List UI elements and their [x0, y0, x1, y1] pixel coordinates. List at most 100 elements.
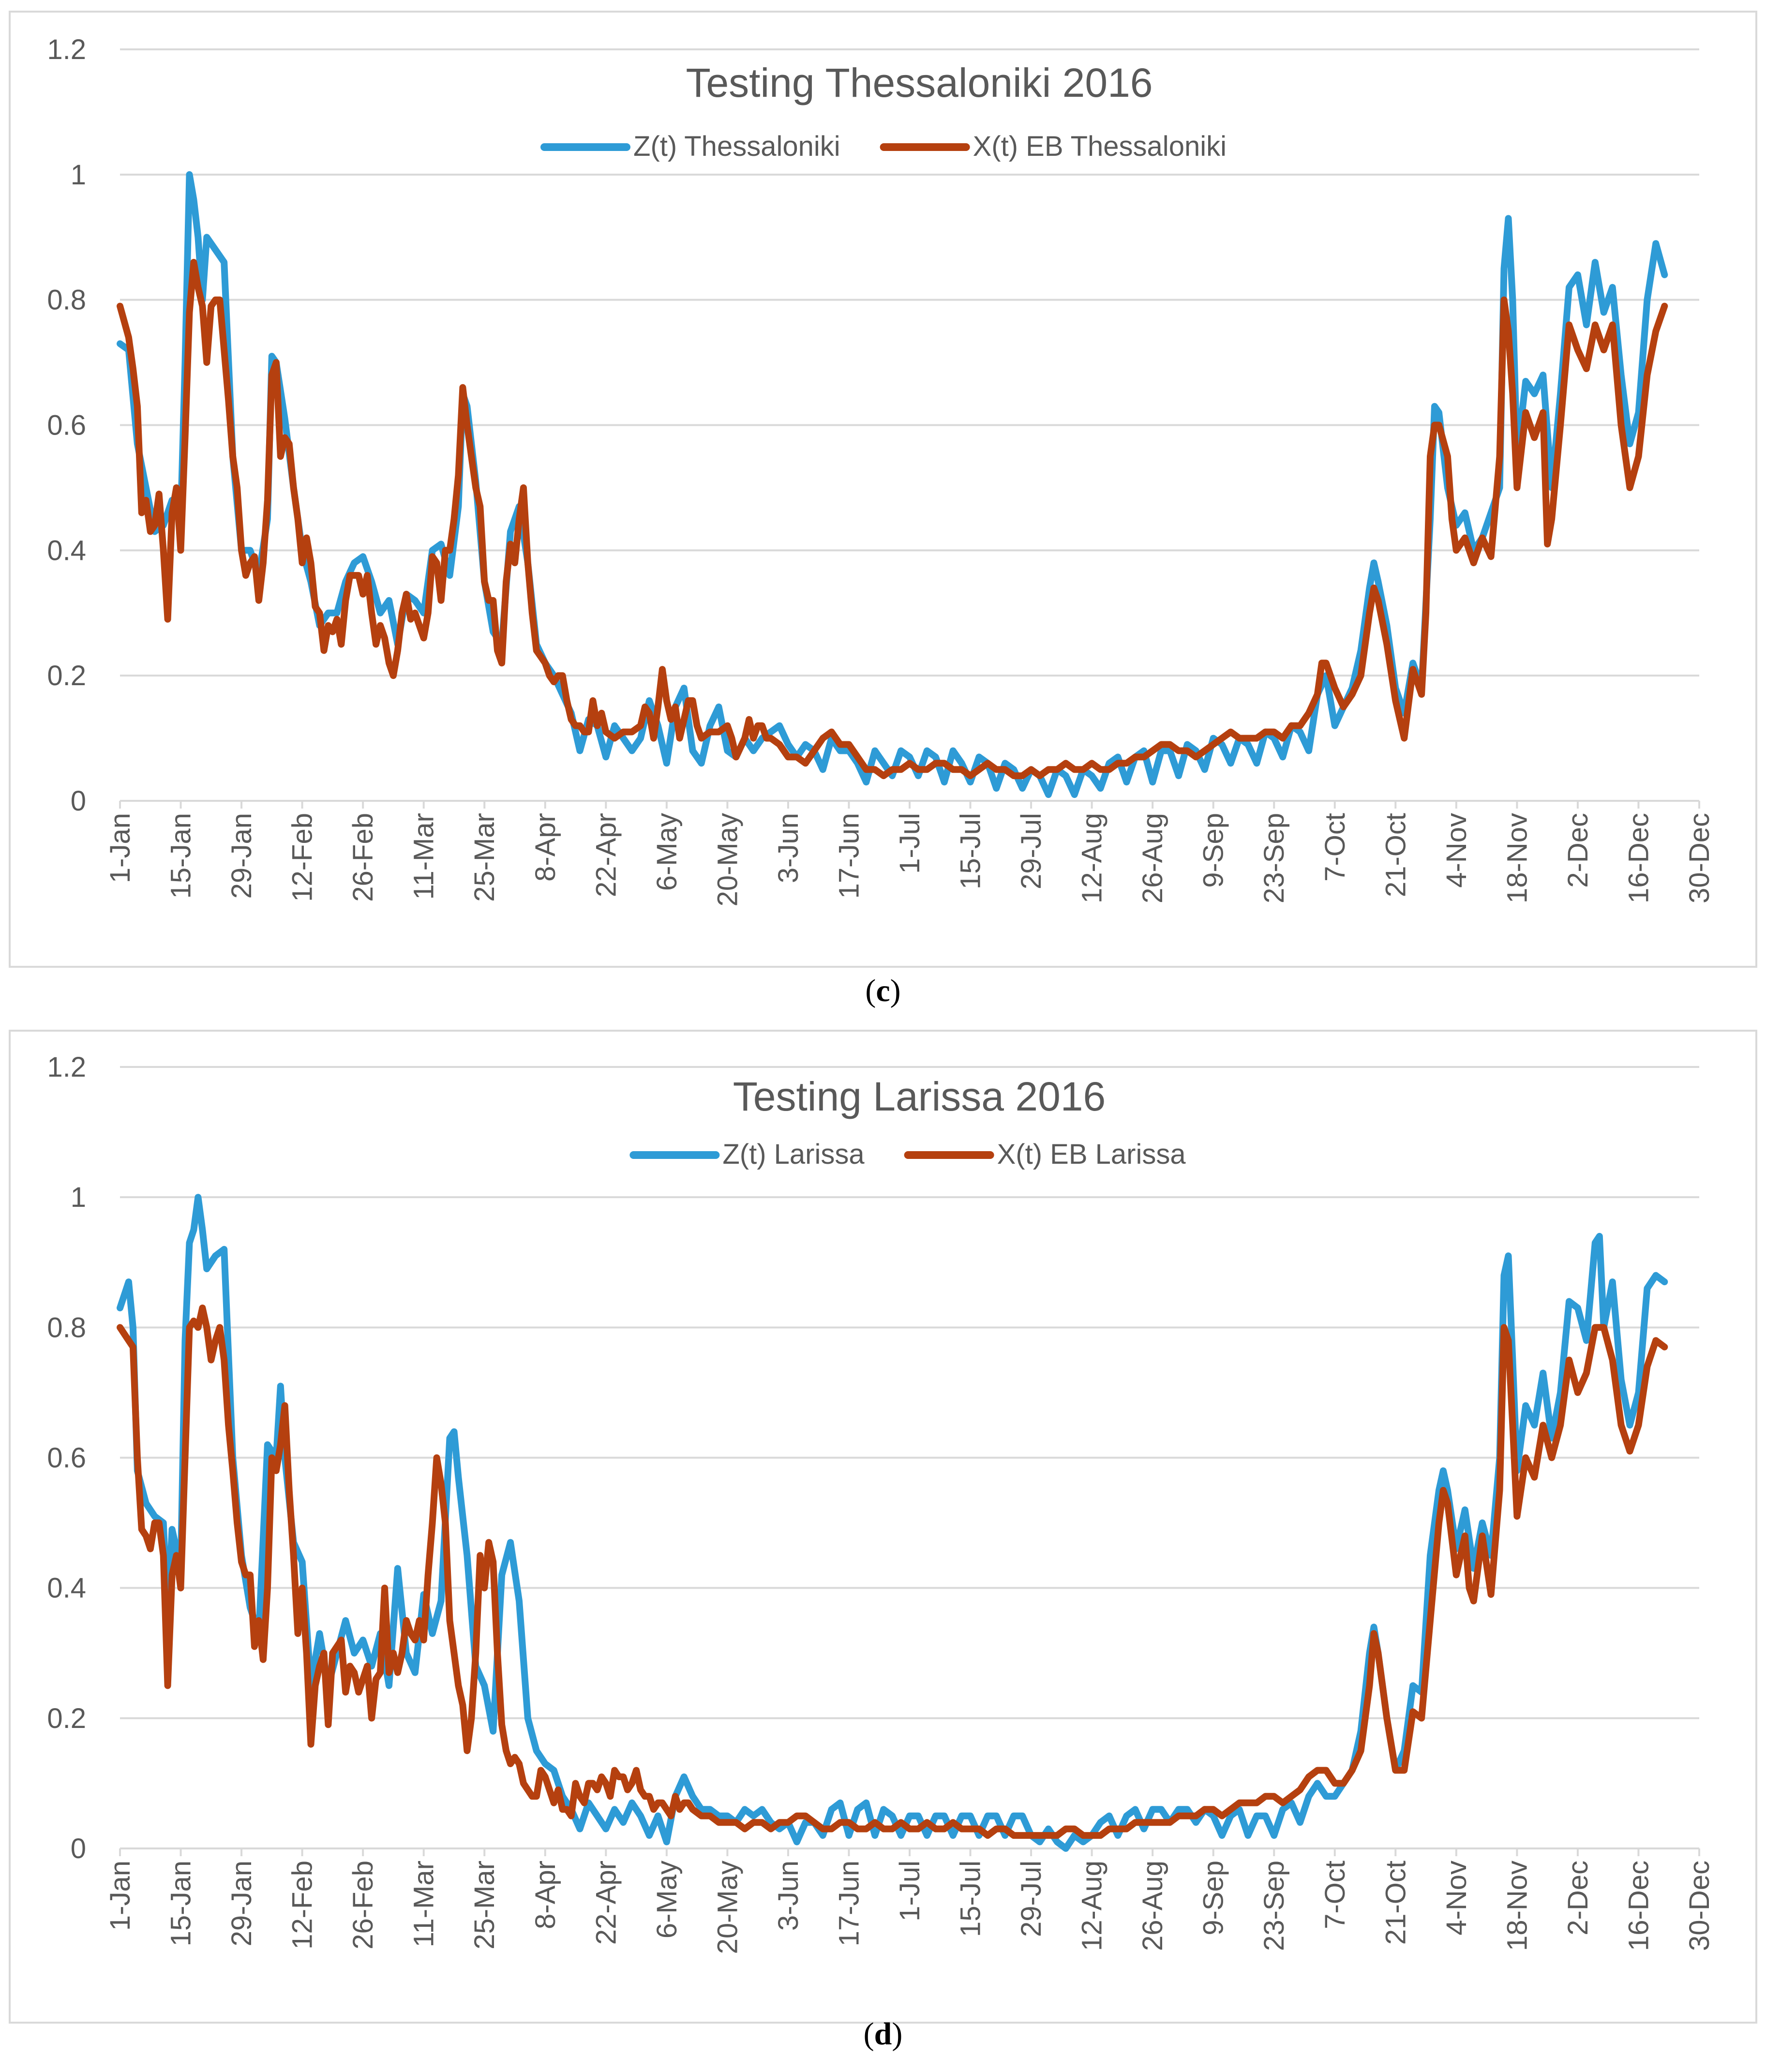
legend-item: Z(t) Larissa — [629, 1139, 865, 1170]
chart-panel-thessaloniki: 0 0.2 0.4 0.6 0.8 1 1.2 1-Jan 15-Jan 29-Jan 12-Feb… — [0, 0, 1766, 1021]
x-tick-label: 7-Oct — [1319, 813, 1351, 882]
x-tick-label: 3-Jun — [773, 1861, 804, 1931]
x-tick-label: 12-Aug — [1077, 813, 1108, 903]
x-tick-label: 8-Apr — [530, 1861, 561, 1929]
x-tick-label: 12-Feb — [287, 813, 318, 902]
chart-title: Testing Thessaloniki 2016 — [686, 60, 1152, 105]
x-tick-label: 1-Jan — [105, 1861, 136, 1931]
caption-letter: d — [874, 2016, 892, 2052]
x-tick-label: 29-Jul — [1016, 813, 1047, 889]
caption-letter: c — [876, 973, 890, 1008]
x-tick-label: 30-Dec — [1684, 813, 1715, 903]
x-tick-label: 3-Jun — [773, 813, 804, 883]
y-tick-label: 1.2 — [47, 34, 86, 65]
x-tick-label: 22-Apr — [590, 813, 622, 897]
x-tick-label: 12-Aug — [1077, 1861, 1108, 1951]
legend-label: Z(t) Larissa — [722, 1139, 865, 1170]
x-tick-label: 17-Jun — [833, 1861, 865, 1946]
x-tick-label: 2-Dec — [1562, 1861, 1594, 1936]
y-tick-label: 1 — [71, 159, 86, 191]
x-tick-label: 26-Aug — [1137, 1861, 1168, 1951]
x-axis: 1-Jan 15-Jan 29-Jan 12-Feb 26-Feb 11-Mar 25-Ma… — [105, 1847, 1715, 1954]
x-tick-label: 6-May — [651, 813, 683, 891]
x-tick-label: 1-Jul — [894, 1861, 926, 1922]
y-tick-label: 0 — [71, 1833, 86, 1864]
y-tick-label: 1.2 — [47, 1051, 86, 1083]
y-tick-label: 1 — [71, 1182, 86, 1213]
x-tick-label: 23-Sep — [1258, 1861, 1290, 1951]
series-group — [117, 1194, 1668, 1852]
legend-label: X(t) EB Larissa — [997, 1139, 1186, 1170]
x-tick-label: 29-Jul — [1016, 1861, 1047, 1937]
x-tick-label: 12-Feb — [287, 1861, 318, 1950]
gridlines — [120, 1066, 1699, 1719]
x-tick-label: 25-Mar — [469, 1861, 500, 1950]
chart-frame — [9, 11, 1757, 968]
y-tick-label: 0.4 — [47, 535, 86, 566]
x-tick-label: 17-Jun — [833, 813, 865, 899]
x-tick-label: 18-Nov — [1501, 1861, 1533, 1951]
y-tick-label: 0 — [71, 785, 86, 817]
x-tick-label: 4-Nov — [1441, 1861, 1472, 1936]
x-tick-label: 29-Jan — [226, 813, 257, 899]
chart-panel-larissa: 0 0.2 0.4 0.6 0.8 1 1.2 1-Jan 15-Jan 29-Jan 12-Feb… — [0, 1021, 1766, 2072]
x-tick-label: 15-Jul — [955, 1861, 987, 1937]
chart-title: Testing Larissa 2016 — [733, 1074, 1106, 1119]
x-tick-label: 15-Jan — [165, 1861, 197, 1946]
x-tick-label: 9-Sep — [1198, 813, 1229, 888]
y-tick-label: 0.6 — [47, 410, 86, 441]
series-line-x-t-eb-thessaloniki — [117, 259, 1668, 780]
legend: Z(t) Larissa X(t) EB Larissa — [629, 1139, 1186, 1170]
gridlines — [120, 48, 1699, 677]
y-tick-label: 0.6 — [47, 1442, 86, 1474]
x-tick-label: 23-Sep — [1258, 813, 1290, 903]
x-tick-label: 21-Oct — [1380, 1861, 1411, 1945]
x-tick-label: 2-Dec — [1562, 813, 1594, 888]
x-tick-label: 20-May — [712, 813, 743, 906]
y-axis: 0 0.2 0.4 0.6 0.8 1 1.2 — [47, 34, 86, 817]
x-axis: 1-Jan 15-Jan 29-Jan 12-Feb 26-Feb 11-Mar 25-Ma… — [105, 800, 1715, 906]
chart-larissa: 0 0.2 0.4 0.6 0.8 1 1.2 1-Jan 15-Jan 29-Jan 12-Feb… — [47, 1051, 1715, 1954]
panel-caption-d: (d) — [863, 2016, 903, 2052]
panel-caption-c: (c) — [865, 973, 901, 1008]
legend-item: X(t) EB Larissa — [904, 1139, 1186, 1170]
x-tick-label: 9-Sep — [1198, 1861, 1229, 1936]
chart-thessaloniki: 0 0.2 0.4 0.6 0.8 1 1.2 1-Jan 15-Jan 29-Jan 12-Feb… — [47, 34, 1715, 906]
x-tick-label: 18-Nov — [1501, 813, 1533, 903]
legend-label: Z(t) Thessaloniki — [633, 131, 840, 162]
x-tick-label: 16-Dec — [1623, 813, 1654, 903]
x-tick-label: 21-Oct — [1380, 813, 1411, 897]
legend-item: X(t) EB Thessaloniki — [880, 131, 1227, 162]
legend-label: X(t) EB Thessaloniki — [973, 131, 1227, 162]
x-tick-label: 26-Feb — [347, 813, 379, 902]
x-tick-label: 11-Mar — [408, 1861, 440, 1947]
x-tick-label: 20-May — [712, 1861, 743, 1954]
x-tick-label: 22-Apr — [590, 1861, 622, 1945]
x-tick-label: 26-Aug — [1137, 813, 1168, 903]
series-line-z-t-thessaloniki — [117, 171, 1668, 798]
y-tick-label: 0.2 — [47, 660, 86, 691]
x-tick-label: 29-Jan — [226, 1861, 257, 1946]
x-tick-label: 15-Jul — [955, 813, 987, 889]
y-tick-label: 0.8 — [47, 1312, 86, 1343]
series-line-x-t-eb-larissa — [117, 1305, 1668, 1839]
x-tick-label: 1-Jul — [894, 813, 926, 874]
y-tick-label: 0.2 — [47, 1703, 86, 1734]
x-tick-label: 15-Jan — [165, 813, 197, 899]
x-tick-label: 4-Nov — [1441, 813, 1472, 888]
x-tick-label: 26-Feb — [347, 1861, 379, 1950]
legend-item: Z(t) Thessaloniki — [540, 131, 840, 162]
x-tick-label: 6-May — [651, 1861, 683, 1938]
x-tick-label: 11-Mar — [408, 813, 440, 900]
y-axis: 0 0.2 0.4 0.6 0.8 1 1.2 — [47, 1051, 86, 1864]
legend: Z(t) Thessaloniki X(t) EB Thessaloniki — [540, 131, 1227, 162]
series-group — [117, 171, 1668, 798]
x-tick-label: 25-Mar — [469, 813, 500, 902]
x-tick-label: 7-Oct — [1319, 1861, 1351, 1929]
x-tick-label: 8-Apr — [530, 813, 561, 882]
y-tick-label: 0.8 — [47, 285, 86, 316]
y-tick-label: 0.4 — [47, 1573, 86, 1604]
x-tick-label: 1-Jan — [105, 813, 136, 883]
series-line-z-t-larissa — [117, 1194, 1668, 1852]
x-tick-label: 16-Dec — [1623, 1861, 1654, 1951]
